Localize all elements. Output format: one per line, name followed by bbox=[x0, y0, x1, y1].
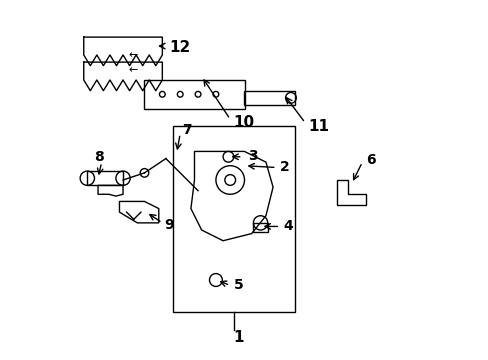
Bar bbox=[173, 126, 294, 312]
Text: 10: 10 bbox=[233, 115, 254, 130]
Text: 7: 7 bbox=[182, 123, 191, 137]
Text: ←: ← bbox=[128, 65, 138, 75]
Text: 3: 3 bbox=[247, 149, 257, 163]
Text: 8: 8 bbox=[94, 150, 104, 164]
Bar bbox=[87, 171, 123, 185]
Text: 2: 2 bbox=[280, 161, 289, 175]
Text: 12: 12 bbox=[169, 40, 190, 55]
Text: 5: 5 bbox=[233, 278, 243, 292]
Text: 11: 11 bbox=[308, 119, 329, 134]
Text: 6: 6 bbox=[365, 153, 375, 167]
Text: ←: ← bbox=[128, 50, 138, 60]
Bar bbox=[144, 80, 244, 109]
Text: 9: 9 bbox=[164, 218, 173, 231]
Bar bbox=[244, 91, 294, 105]
Text: 4: 4 bbox=[283, 220, 293, 233]
Bar bbox=[253, 223, 267, 232]
Text: 1: 1 bbox=[233, 330, 244, 345]
